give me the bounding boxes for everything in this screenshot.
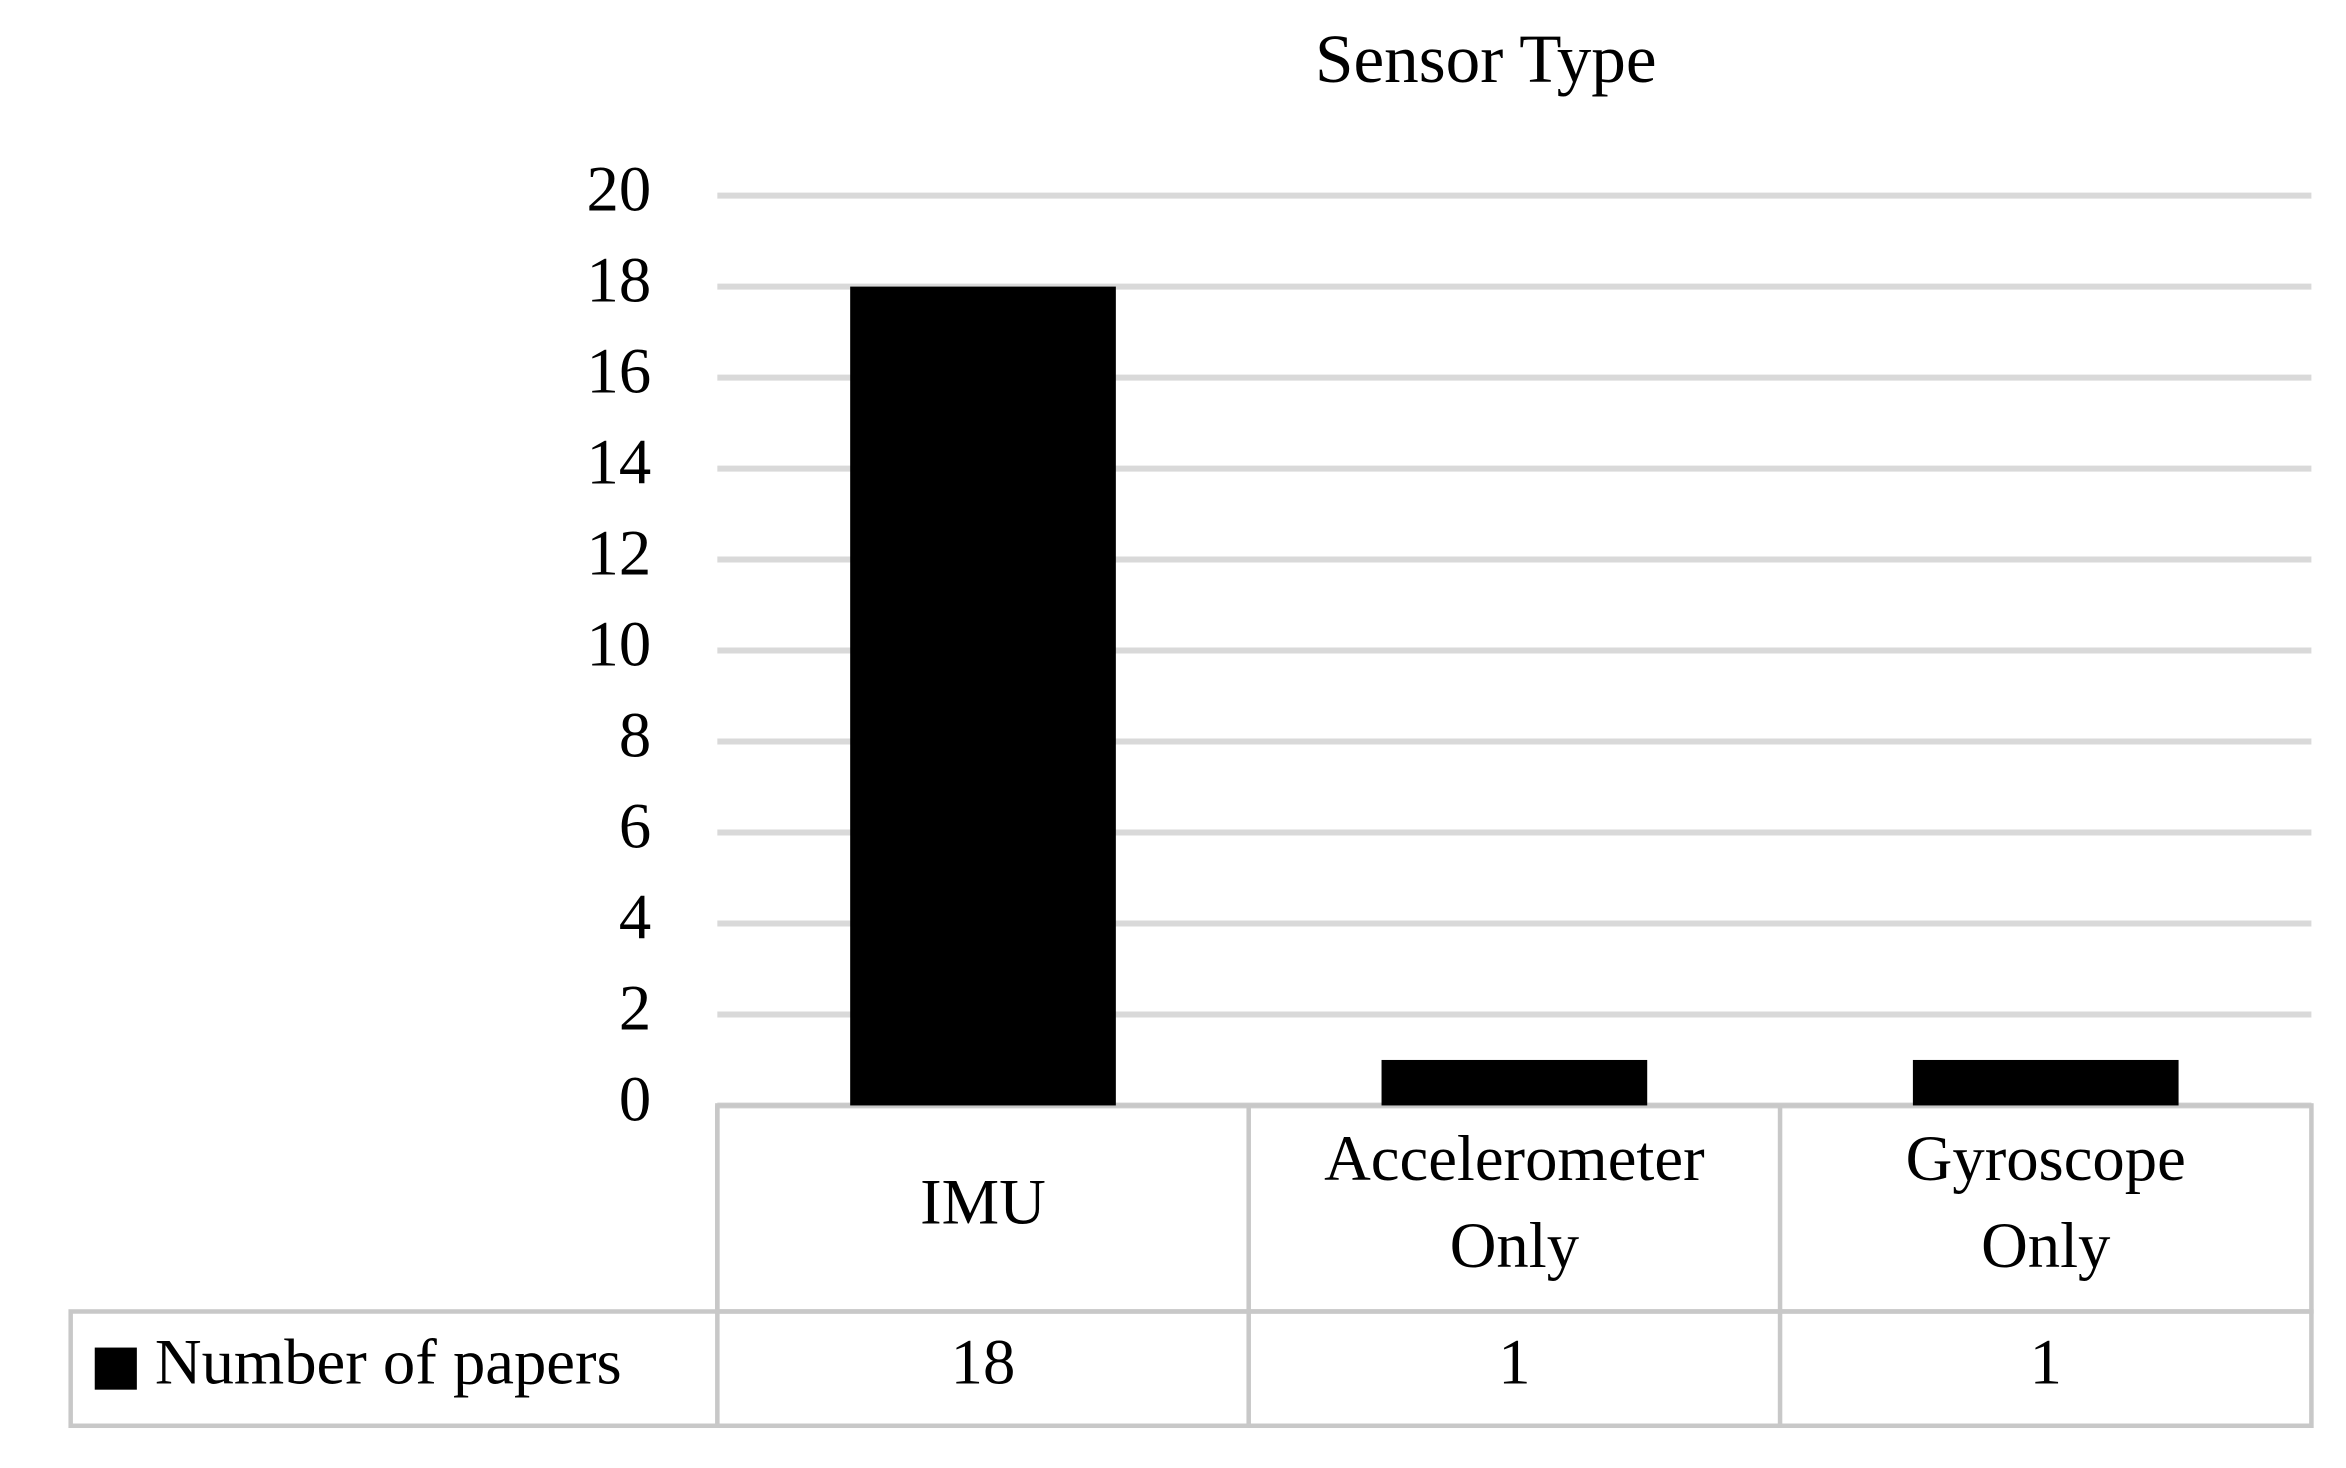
y-tick-label: 18 — [587, 243, 652, 315]
y-tick-label: 2 — [619, 971, 651, 1043]
x-tick-label: IMU — [920, 1165, 1046, 1237]
data-label: 1 — [2030, 1325, 2062, 1397]
data-label: 18 — [951, 1325, 1016, 1397]
x-tick-label: Accelerometer Only — [1324, 1122, 1705, 1281]
y-tick-label: 0 — [619, 1062, 651, 1134]
y-tick-label: 14 — [587, 425, 652, 497]
bar — [1912, 1059, 2179, 1106]
y-tick-label: 4 — [619, 880, 651, 952]
bar — [850, 286, 1116, 1106]
chart-title: Sensor Type — [1315, 20, 1657, 97]
y-tick-label: 8 — [619, 698, 651, 770]
y-tick-label: 6 — [619, 789, 651, 861]
legend-label: Number of papers — [155, 1325, 622, 1397]
table-border — [68, 1309, 2314, 1429]
legend-swatch — [94, 1347, 137, 1390]
x-tick-label: Gyroscope Only — [1906, 1122, 2186, 1281]
y-tick-label: 20 — [587, 152, 652, 224]
data-label: 1 — [1498, 1325, 1530, 1397]
y-tick-label: 16 — [587, 334, 652, 406]
y-tick-label: 10 — [587, 607, 652, 679]
y-tick-label: 12 — [587, 516, 652, 588]
bar — [1381, 1059, 1648, 1106]
